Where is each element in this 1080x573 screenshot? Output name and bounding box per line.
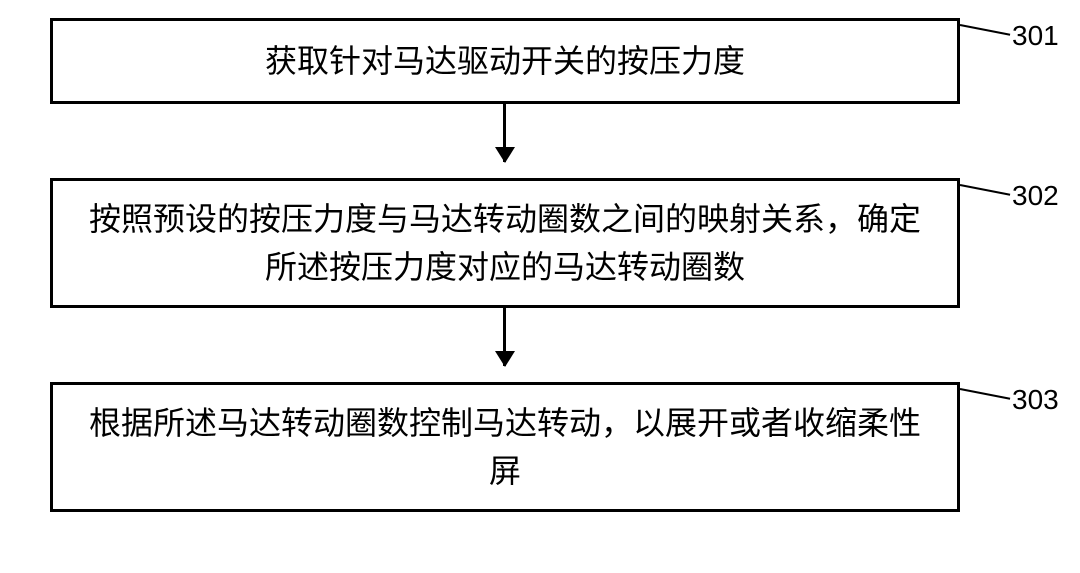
flow-node-301: 获取针对马达驱动开关的按压力度 (50, 18, 960, 104)
flow-node-label: 303 (1012, 384, 1059, 416)
flow-node-303: 根据所述马达转动圈数控制马达转动，以展开或者收缩柔性屏 (50, 382, 960, 512)
flow-node-label: 302 (1012, 180, 1059, 212)
flow-arrow (503, 104, 506, 162)
flow-node-302: 按照预设的按压力度与马达转动圈数之间的映射关系，确定所述按压力度对应的马达转动圈… (50, 178, 960, 308)
flow-node-text: 获取针对马达驱动开关的按压力度 (265, 37, 745, 85)
leader-line (960, 388, 1010, 400)
flow-arrow (503, 308, 506, 366)
flow-node-text: 按照预设的按压力度与马达转动圈数之间的映射关系，确定所述按压力度对应的马达转动圈… (83, 195, 927, 291)
flowchart-container: 获取针对马达驱动开关的按压力度 301 按照预设的按压力度与马达转动圈数之间的映… (0, 0, 1080, 573)
leader-line (960, 24, 1010, 36)
leader-line (960, 184, 1010, 196)
flow-node-text: 根据所述马达转动圈数控制马达转动，以展开或者收缩柔性屏 (83, 399, 927, 495)
flow-node-label: 301 (1012, 20, 1059, 52)
